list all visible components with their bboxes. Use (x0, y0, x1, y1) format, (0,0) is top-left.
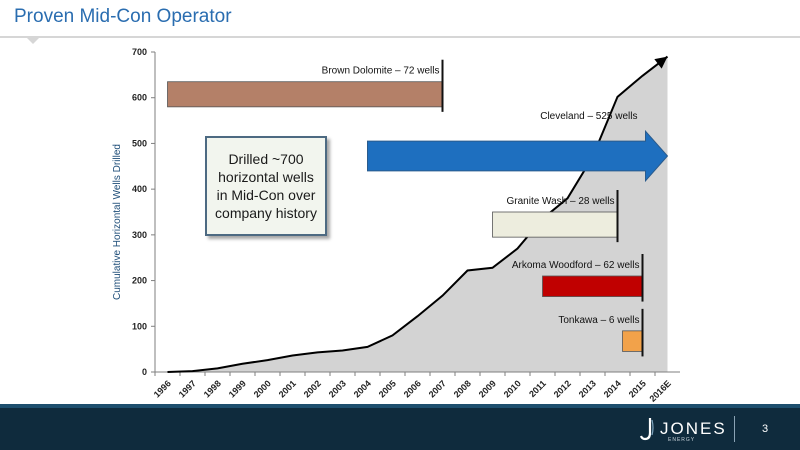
x-tick-label: 1997 (177, 378, 198, 399)
x-tick-label: 2000 (252, 378, 273, 399)
x-tick-label: 2002 (302, 378, 323, 399)
y-axis-title: Cumulative Horizontal Wells Drilled (112, 144, 123, 300)
x-tick-label: 2007 (427, 378, 448, 399)
tonkawa-bar (622, 330, 643, 352)
page-title: Proven Mid-Con Operator (14, 6, 232, 27)
footer-accent (0, 404, 800, 408)
logo-divider (734, 416, 735, 442)
arkoma-woodford-bar-label: Arkoma Woodford – 62 wells (512, 260, 640, 271)
x-tick-label: 2010 (502, 378, 523, 399)
x-tick-label: 2008 (452, 378, 473, 399)
x-tick-label: 2004 (352, 378, 373, 399)
x-tick-label: 2009 (477, 378, 498, 399)
tonkawa-bar-label: Tonkawa – 6 wells (558, 315, 639, 326)
arkoma-woodford-bar (542, 275, 643, 297)
logo-subtext: ENERGY (668, 437, 696, 443)
y-tick-label: 0 (142, 367, 147, 377)
y-tick-label: 500 (132, 138, 147, 148)
logo-text: JONES (660, 419, 727, 438)
granite-wash-bar-label: Granite Wash – 28 wells (506, 196, 614, 207)
line-arrowhead (654, 56, 668, 69)
x-tick-label: 1998 (202, 378, 223, 399)
x-tick-label: 2013 (577, 378, 598, 399)
footer-bar (0, 408, 800, 450)
x-tick-label: 2015 (627, 378, 648, 399)
logo-mark-icon (640, 418, 654, 441)
granite-wash-bar (492, 211, 618, 238)
x-tick-label: 2003 (327, 378, 348, 399)
y-tick-label: 700 (132, 47, 147, 57)
company-logo: JONES (640, 416, 727, 442)
x-tick-label: 2012 (552, 378, 573, 399)
y-tick-label: 400 (132, 184, 147, 194)
x-tick-label: 2014 (602, 378, 623, 399)
brown-dolomite-bar (167, 81, 443, 108)
cleveland-arrow-label: Cleveland – 525 wells (540, 111, 637, 122)
cleveland-arrow (367, 129, 669, 183)
x-tick-label: 2005 (377, 378, 398, 399)
x-tick-label: 1999 (227, 378, 248, 399)
y-tick-label: 200 (132, 276, 147, 286)
x-tick-label: 2006 (402, 378, 423, 399)
callout-box: Drilled ~700 horizontal wells in Mid-Con… (205, 136, 327, 236)
y-tick-label: 300 (132, 230, 147, 240)
x-tick-label: 1996 (152, 378, 173, 399)
title-divider-notch (26, 37, 40, 44)
y-tick-label: 100 (132, 321, 147, 331)
x-tick-label: 2001 (277, 378, 298, 399)
title-divider (0, 36, 800, 38)
page-number: 3 (762, 423, 769, 435)
y-tick-label: 600 (132, 93, 147, 103)
brown-dolomite-bar-label: Brown Dolomite – 72 wells (322, 66, 440, 77)
x-tick-label: 2011 (527, 378, 548, 399)
x-tick-label: 2016E (647, 378, 672, 403)
